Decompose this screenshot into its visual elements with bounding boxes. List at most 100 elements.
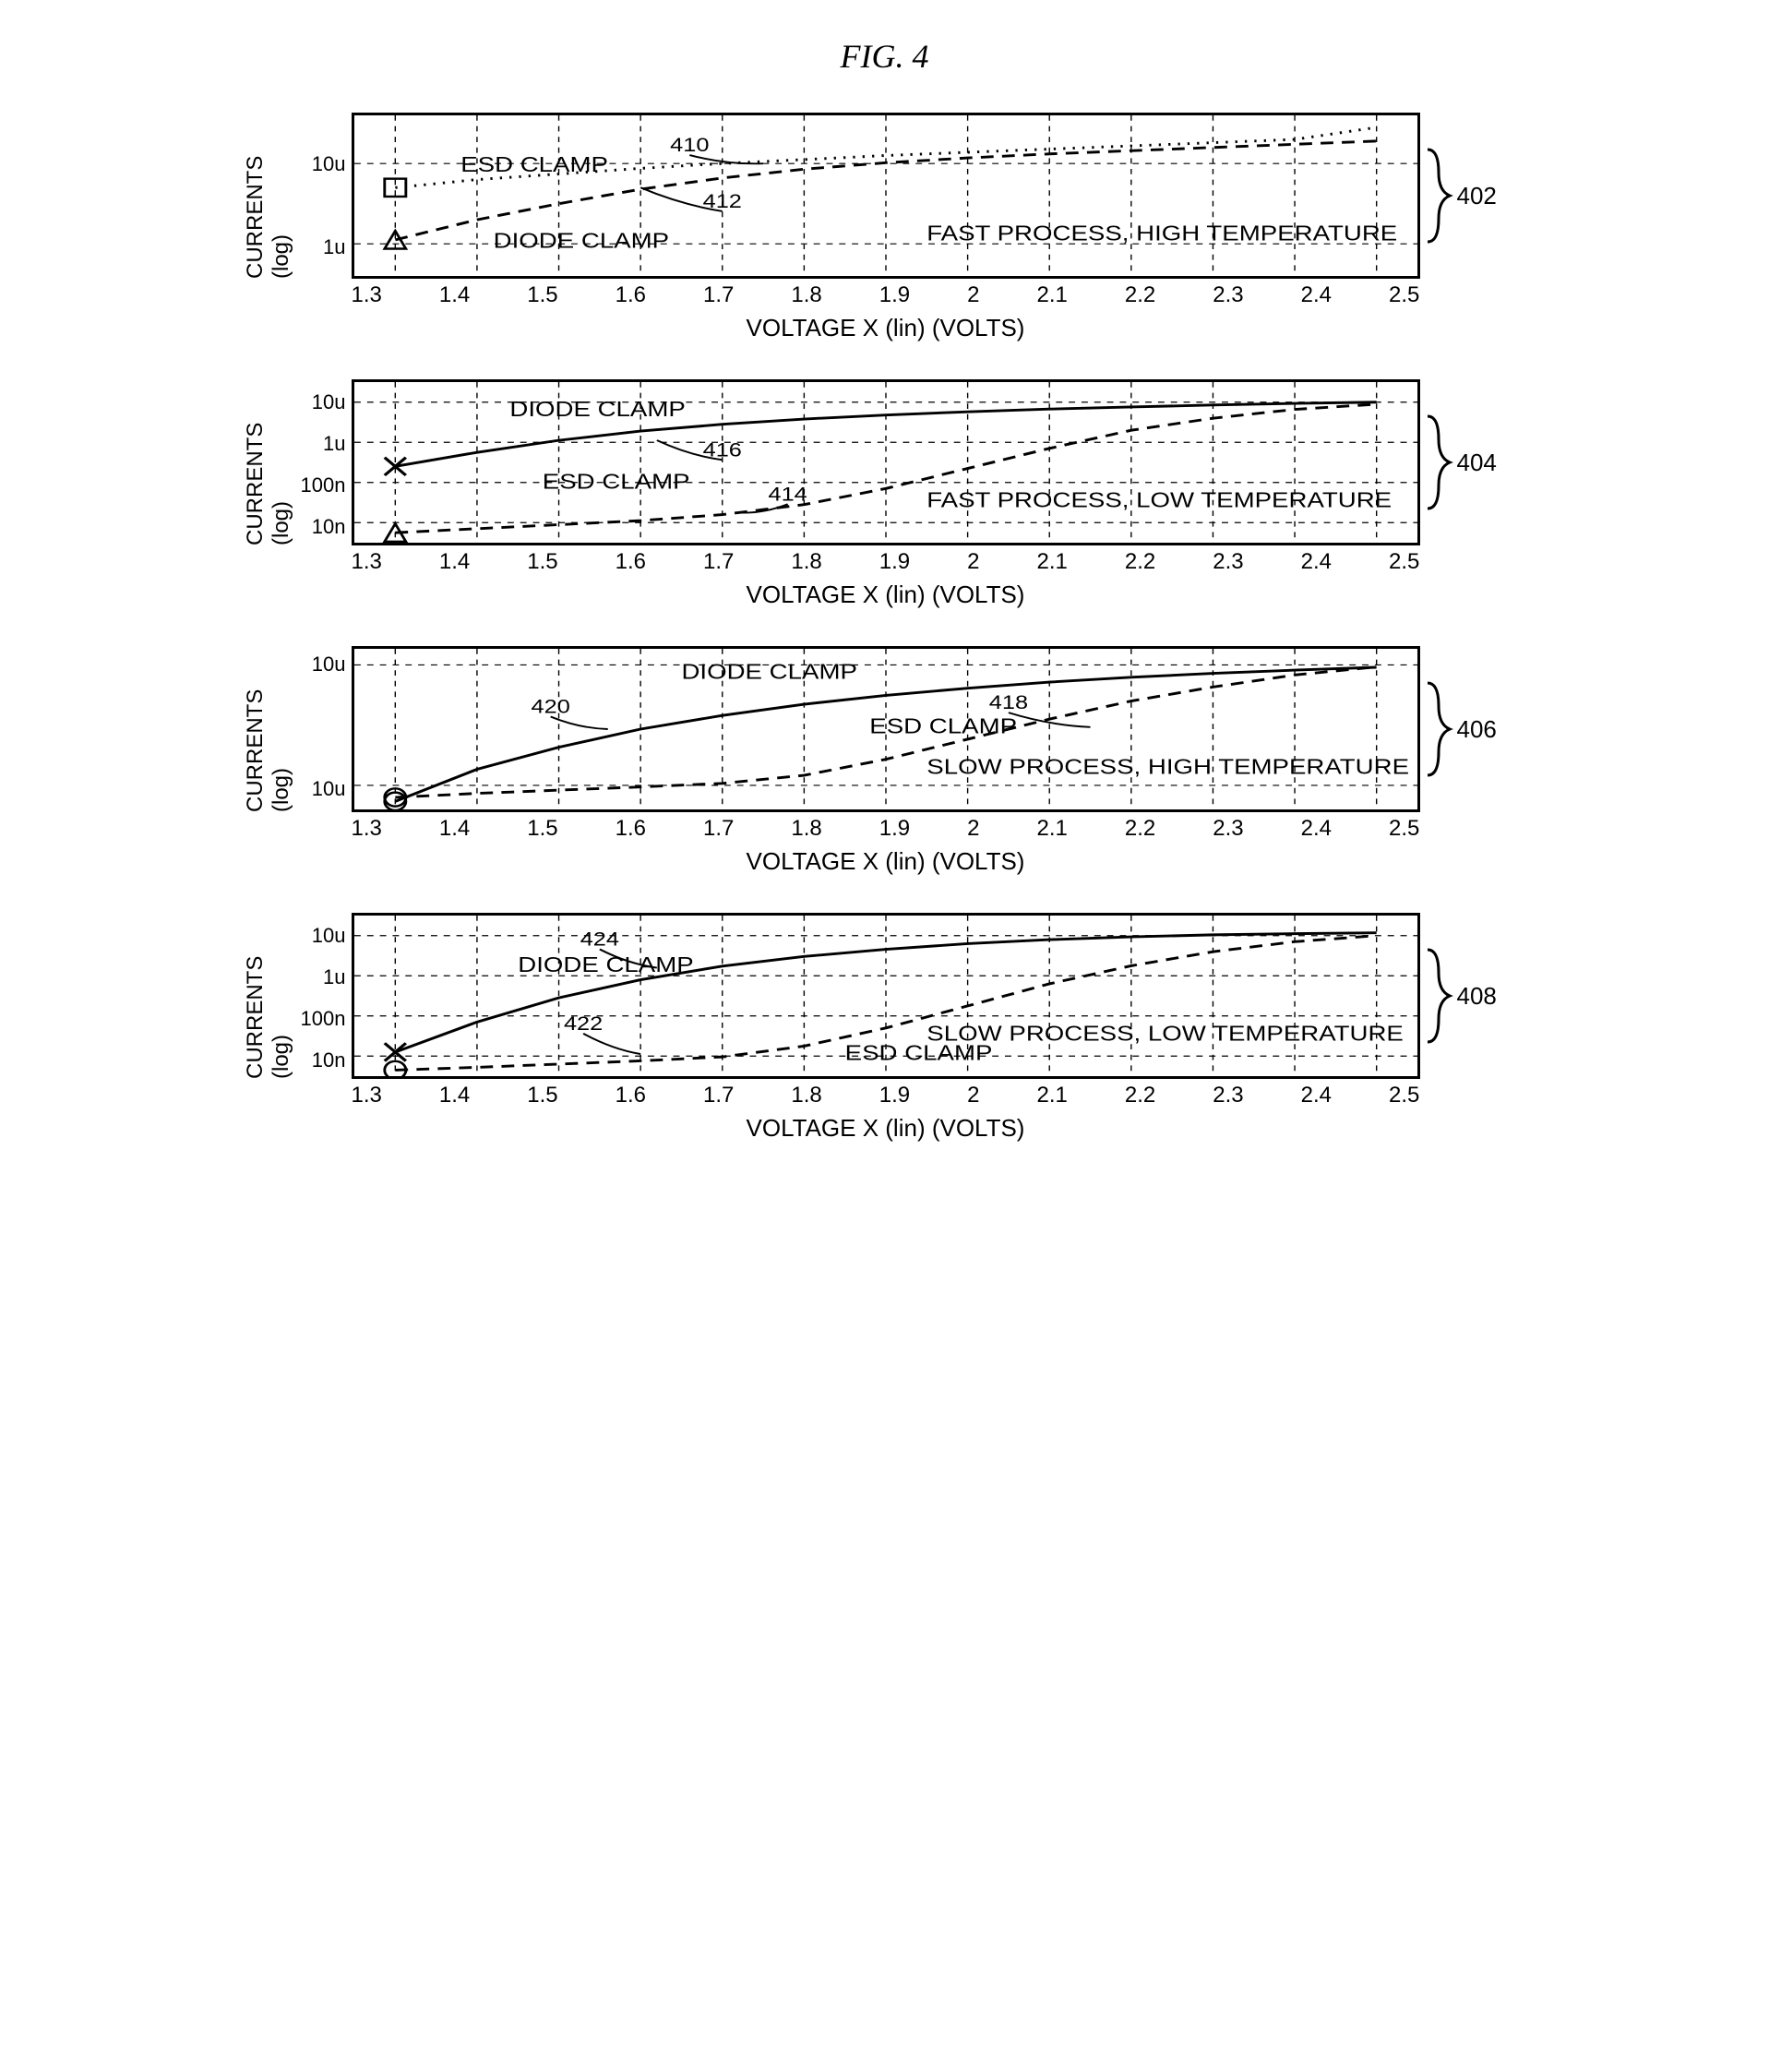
x-tick-label: 1.4	[439, 549, 470, 575]
x-axis-ticks: 1.31.41.51.61.71.81.922.12.22.32.42.5	[352, 812, 1420, 842]
x-axis-label: VOLTAGE X (lin) (VOLTS)	[352, 308, 1420, 342]
x-tick-label: 2.3	[1213, 549, 1243, 575]
callout-ref: 412	[702, 190, 741, 212]
y-tick-label: 1u	[323, 235, 345, 259]
x-tick-label: 1.8	[791, 1083, 821, 1108]
panel-406: CURRENTS (log) 10u10u DIODE CLAMP420ESD …	[239, 646, 1531, 876]
series-label: ESD CLAMP	[869, 714, 1017, 737]
x-tick-label: 1.6	[616, 816, 646, 842]
x-tick-label: 2.4	[1301, 549, 1332, 575]
x-tick-label: 1.8	[791, 282, 821, 308]
x-tick-label: 1.7	[703, 549, 734, 575]
panel-408: CURRENTS (log) 10u1u100n10n DIODE CLAMP4…	[239, 913, 1531, 1143]
series-label: ESD CLAMP	[542, 470, 689, 493]
x-axis-label: VOLTAGE X (lin) (VOLTS)	[352, 1108, 1420, 1143]
x-tick-label: 1.7	[703, 1083, 734, 1108]
y-tick-label: 10u	[312, 777, 346, 801]
y-axis-ticks: 10u1u100n10n	[298, 913, 352, 1079]
x-tick-label: 1.6	[616, 282, 646, 308]
x-tick-label: 2.5	[1389, 282, 1419, 308]
callout-ref: 424	[580, 928, 618, 951]
callout-ref: 420	[531, 696, 569, 718]
x-tick-label: 1.3	[352, 816, 382, 842]
x-tick-label: 2.2	[1125, 282, 1155, 308]
panel-brace-icon	[1420, 674, 1457, 784]
panel-caption: SLOW PROCESS, HIGH TEMPERATURE	[926, 756, 1409, 779]
x-tick-label: 1.4	[439, 282, 470, 308]
x-tick-label: 2.1	[1036, 1083, 1067, 1108]
x-tick-label: 1.7	[703, 816, 734, 842]
panel-id-callout: 408	[1420, 913, 1531, 1079]
y-axis-label: CURRENTS (log)	[239, 113, 298, 279]
x-axis-ticks: 1.31.41.51.61.71.81.922.12.22.32.42.5	[352, 545, 1420, 575]
x-tick-label: 2.1	[1036, 816, 1067, 842]
panel-brace-icon	[1420, 940, 1457, 1051]
x-tick-label: 1.3	[352, 549, 382, 575]
series-label: DIODE CLAMP	[681, 661, 856, 684]
x-tick-label: 2.2	[1125, 549, 1155, 575]
x-tick-label: 2	[967, 816, 979, 842]
x-tick-label: 2	[967, 549, 979, 575]
panel-brace-icon	[1420, 407, 1457, 518]
panel-caption: SLOW PROCESS, LOW TEMPERATURE	[926, 1023, 1404, 1046]
y-tick-label: 1u	[323, 432, 345, 456]
plot-area: DIODE CLAMP 420 ESD CLAMP418 SLOW PROCESS,…	[352, 646, 1420, 812]
x-tick-label: 2.5	[1389, 549, 1419, 575]
y-tick-label: 10n	[312, 515, 346, 539]
y-axis-label: CURRENTS (log)	[239, 379, 298, 545]
x-tick-label: 1.6	[616, 549, 646, 575]
y-tick-label: 10n	[312, 1048, 346, 1072]
panel-id-callout: 402	[1420, 113, 1531, 279]
x-tick-label: 2	[967, 1083, 979, 1108]
x-axis-ticks: 1.31.41.51.61.71.81.922.12.22.32.42.5	[352, 1079, 1420, 1108]
panel-caption: FAST PROCESS, HIGH TEMPERATURE	[926, 222, 1397, 246]
y-axis-ticks: 10u 1u	[298, 113, 352, 279]
y-tick-label: 10u	[312, 390, 346, 414]
x-axis-label: VOLTAGE X (lin) (VOLTS)	[352, 842, 1420, 876]
callout-ref: 414	[768, 483, 807, 505]
series-label: DIODE CLAMP	[509, 398, 685, 421]
callout-ref: 418	[988, 691, 1027, 713]
callout-ref: 422	[563, 1012, 602, 1035]
x-tick-label: 2	[967, 282, 979, 308]
x-tick-label: 1.6	[616, 1083, 646, 1108]
x-tick-label: 1.3	[352, 1083, 382, 1108]
x-tick-label: 2.2	[1125, 1083, 1155, 1108]
x-tick-label: 1.5	[527, 549, 557, 575]
x-tick-label: 2.4	[1301, 816, 1332, 842]
callout-ref: 410	[670, 134, 709, 156]
plot-area: ESD CLAMP410DIODE CLAMP412 FAST PROCESS,…	[352, 113, 1420, 279]
x-tick-label: 1.5	[527, 1083, 557, 1108]
y-tick-label: 100n	[301, 1007, 346, 1031]
x-tick-label: 1.8	[791, 549, 821, 575]
x-tick-label: 1.9	[879, 816, 910, 842]
y-tick-label: 1u	[323, 965, 345, 989]
x-axis-label: VOLTAGE X (lin) (VOLTS)	[352, 575, 1420, 609]
panel-brace-icon	[1420, 140, 1457, 251]
plot-area: DIODE CLAMP424ESD CLAMP422 SLOW PROCESS,…	[352, 913, 1420, 1079]
x-tick-label: 2.4	[1301, 282, 1332, 308]
y-tick-label: 10u	[312, 653, 346, 677]
x-axis-ticks: 1.31.41.51.61.71.81.922.12.22.32.42.5	[352, 279, 1420, 308]
x-tick-label: 2.3	[1213, 282, 1243, 308]
x-tick-label: 1.5	[527, 282, 557, 308]
y-tick-label: 100n	[301, 473, 346, 497]
x-tick-label: 1.4	[439, 1083, 470, 1108]
x-tick-label: 2.5	[1389, 816, 1419, 842]
plot-area: DIODE CLAMP416ESD CLAMP414 FAST PROCESS,…	[352, 379, 1420, 545]
x-tick-label: 1.9	[879, 549, 910, 575]
figure-title: FIG. 4	[841, 37, 929, 76]
x-tick-label: 1.9	[879, 1083, 910, 1108]
y-tick-label: 10u	[312, 152, 346, 176]
panel-id-callout: 404	[1420, 379, 1531, 545]
y-axis-label: CURRENTS (log)	[239, 913, 298, 1079]
x-tick-label: 2.3	[1213, 1083, 1243, 1108]
x-tick-label: 1.4	[439, 816, 470, 842]
panel-id-callout: 406	[1420, 646, 1531, 812]
x-tick-label: 2.3	[1213, 816, 1243, 842]
x-tick-label: 2.2	[1125, 816, 1155, 842]
x-tick-label: 1.9	[879, 282, 910, 308]
x-tick-label: 2.4	[1301, 1083, 1332, 1108]
x-tick-label: 1.3	[352, 282, 382, 308]
y-axis-ticks: 10u 10u	[298, 646, 352, 812]
